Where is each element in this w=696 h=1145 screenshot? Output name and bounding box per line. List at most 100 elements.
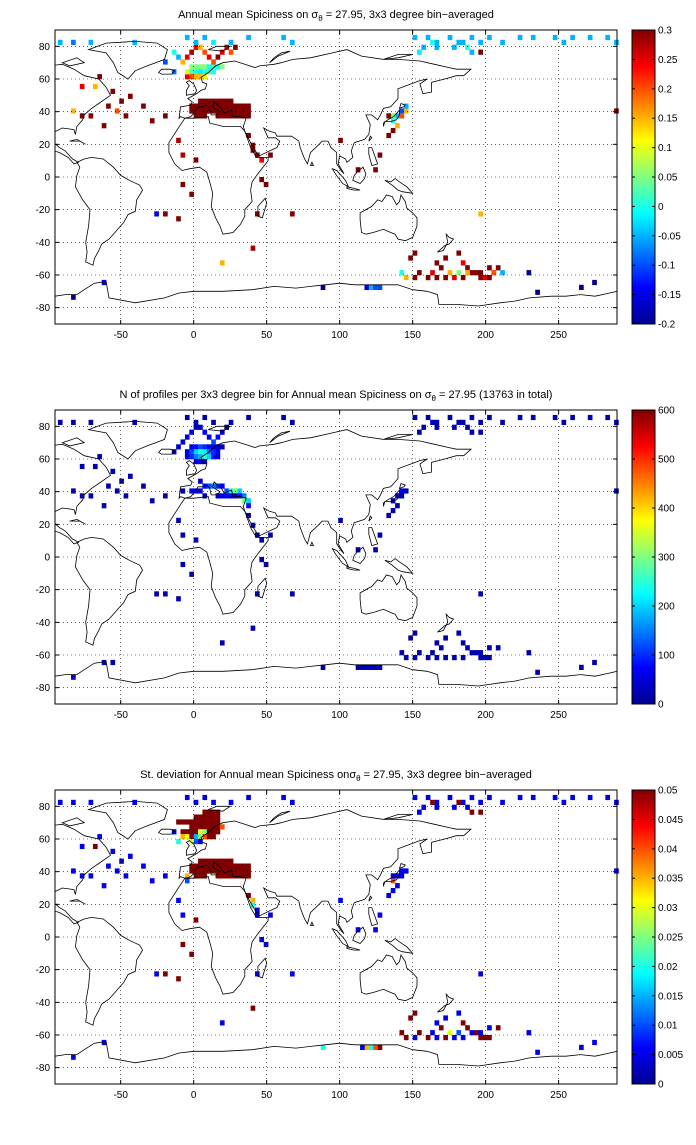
data-cell [465,645,470,651]
data-cell [403,1035,409,1041]
data-cell [399,868,405,874]
data-cell [290,211,295,217]
chart-title-sigma: σ [349,769,356,781]
data-cell [395,493,400,499]
coastline [208,805,232,812]
colorbar-tick-label: 0.15 [658,114,678,125]
data-cell [198,819,203,825]
data-cell [412,250,418,256]
data-cell [184,454,190,460]
y-tick-label: 80 [39,42,51,53]
x-tick-label: 0 [191,710,197,721]
data-cell [184,54,190,60]
data-cell [399,108,405,114]
data-cell [219,49,225,55]
data-cell [219,640,225,646]
data-cell [88,493,94,499]
data-cell [198,834,203,840]
data-cell [263,941,269,948]
coastline [208,45,232,52]
data-cell [198,829,203,835]
data-cell [517,414,523,421]
data-cell [290,39,295,45]
data-cell [79,113,85,119]
data-cell [123,493,129,499]
data-cell [592,279,597,286]
data-cell [399,493,405,499]
data-cell [198,44,203,50]
data-cell [399,488,405,494]
coastline [384,938,414,954]
data-cell [163,59,168,65]
data-cell [202,414,208,421]
data-cell [526,650,532,656]
data-cell [211,814,216,820]
x-tick-label: 50 [261,710,273,721]
data-cell [101,123,107,129]
data-cell [198,69,203,75]
data-cell [198,488,203,494]
coastline [74,536,144,646]
data-cell [71,1054,76,1060]
y-tick-label: -80 [36,1063,51,1074]
coastline [185,460,198,476]
colorbar-tick-label: 200 [658,602,675,613]
colorbar-tick-label: 0.03 [658,903,678,914]
coastline [437,992,455,1013]
data-cell [395,503,400,509]
data-cell [176,976,181,982]
data-cell [290,799,295,805]
data-cell [71,108,76,114]
data-cell [237,113,243,119]
data-cell [79,843,85,850]
data-cell [491,270,497,276]
coastline [368,147,379,167]
data-cell [189,429,194,435]
data-cell [141,103,146,109]
data-cell [456,270,462,276]
data-cell [215,483,221,489]
data-cell [198,868,203,874]
coastline [368,527,379,547]
data-cell [434,799,440,805]
data-cell [425,414,431,421]
data-cell [417,809,422,815]
data-cell [189,49,194,55]
data-cell [469,809,475,815]
data-cell [434,419,440,425]
y-tick-label: -40 [36,998,51,1009]
panel-profile-count: N of profiles per 3x3 degree bin for Ann… [0,380,696,760]
data-cell [417,429,422,435]
data-cell [478,1030,484,1036]
data-cell [132,419,138,425]
data-cell [202,819,208,825]
data-cells [57,34,619,300]
data-cell [421,804,427,810]
data-cell [211,39,216,45]
data-cell [399,1030,405,1036]
data-cell [193,814,199,820]
data-cell [614,39,619,45]
data-cell [250,147,256,153]
colorbar-tick-label: -0.05 [658,231,681,242]
data-cell [206,809,212,815]
chart-std-deviation: St. deviation for Annual mean Spiciness … [36,769,684,1101]
data-cell [106,863,111,869]
data-cell [373,664,378,670]
data-cell [233,488,238,494]
data-cell [487,1035,492,1041]
data-cell [193,488,199,494]
data-cell [605,34,611,41]
data-cell [202,113,208,119]
data-cell [193,917,199,923]
data-cell [71,419,76,425]
data-cell [202,69,208,75]
data-cell [57,419,63,425]
data-cell [570,414,575,421]
data-cell [228,113,234,119]
data-cell [189,103,194,109]
y-tick-label: -80 [36,683,51,694]
coastline [352,926,367,944]
data-cell [412,630,418,636]
data-cell [246,873,251,879]
